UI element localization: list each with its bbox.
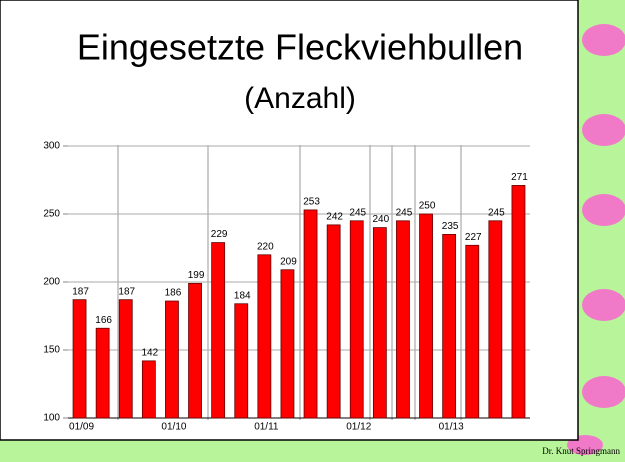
bar	[165, 301, 178, 418]
bar	[73, 300, 86, 418]
bar	[350, 221, 363, 418]
y-tick-label: 150	[43, 345, 60, 356]
value-label: 245	[349, 207, 366, 218]
bar	[258, 255, 271, 418]
value-label: 186	[165, 288, 182, 299]
bar	[304, 210, 317, 418]
chart-subtitle: (Anzahl)	[244, 82, 356, 115]
bar	[489, 221, 502, 418]
x-tick-label: 01/13	[439, 422, 464, 433]
value-label: 245	[396, 207, 413, 218]
value-label: 220	[257, 241, 274, 252]
author: Dr. Knut Springmann	[542, 446, 620, 456]
value-label: 245	[488, 207, 505, 218]
bar	[212, 243, 225, 418]
x-tick-label: 01/12	[346, 422, 371, 433]
y-tick-label: 100	[43, 413, 60, 424]
value-label: 240	[373, 214, 390, 225]
bar	[119, 300, 132, 418]
chart-title: Eingesetzte Fleckviehbullen	[77, 27, 523, 68]
bar	[235, 304, 248, 418]
value-label: 229	[211, 229, 228, 240]
value-label: 242	[326, 212, 343, 223]
x-tick-label: 01/10	[161, 422, 186, 433]
bar	[396, 221, 409, 418]
x-tick-label: 01/11	[254, 422, 279, 433]
value-label: 209	[280, 256, 297, 267]
value-label: 250	[419, 201, 436, 212]
bar	[420, 214, 433, 418]
y-tick-label: 300	[43, 141, 60, 152]
value-label: 271	[511, 172, 528, 183]
bar	[512, 185, 525, 418]
y-tick-label: 250	[43, 209, 60, 220]
bar	[281, 270, 294, 418]
value-label: 187	[118, 286, 135, 297]
bar	[443, 234, 456, 418]
value-label: 199	[188, 270, 205, 281]
value-label: 227	[465, 232, 482, 243]
value-label: 187	[72, 286, 89, 297]
y-tick-label: 200	[43, 277, 60, 288]
value-label: 184	[234, 290, 251, 301]
value-label: 142	[142, 348, 159, 359]
bar	[327, 225, 340, 418]
bar	[466, 245, 479, 418]
slide: Eingesetzte Fleckviehbullen (Anzahl) Dr.…	[0, 0, 625, 462]
bar	[189, 283, 202, 418]
value-label: 166	[95, 315, 112, 326]
bar	[142, 361, 155, 418]
bar	[96, 328, 109, 418]
value-label: 235	[442, 221, 459, 232]
x-tick-label: 01/09	[69, 422, 94, 433]
bar	[373, 228, 386, 418]
value-label: 253	[303, 197, 320, 208]
